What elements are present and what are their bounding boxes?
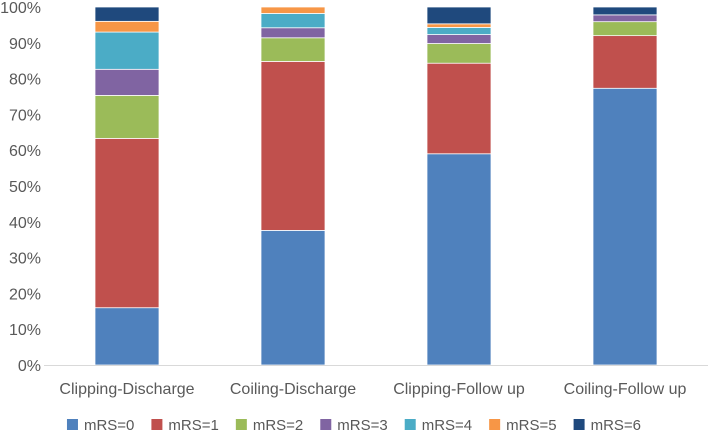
legend-swatch (235, 419, 247, 430)
x-category-label: Clipping-Discharge (59, 381, 194, 398)
bar-segment-mrs-6-clipping-discharge (94, 6, 160, 22)
bar-segment-mrs-5-coiling-discharge (260, 6, 326, 14)
bar-series-group (94, 6, 658, 366)
legend-swatch (573, 419, 585, 430)
legend-item: mRS=4 (404, 417, 472, 434)
x-category-label: Coiling-Discharge (230, 381, 356, 398)
legend-label: mRS=6 (591, 417, 641, 434)
bar-segment-mrs-5-clipping-discharge (94, 20, 160, 33)
legend-swatch (320, 419, 332, 430)
legend-label: mRS=0 (84, 417, 134, 434)
legend-item: mRS=1 (151, 417, 219, 434)
bar-segment-mrs-2-coiling-discharge (260, 37, 326, 62)
y-tick-label: 50% (9, 179, 41, 196)
legend-swatch (404, 419, 416, 430)
bar-segment-mrs-5-clipping-follow-up (426, 23, 492, 28)
legend-item: mRS=0 (66, 417, 134, 434)
legend-swatch (66, 419, 78, 430)
y-tick-label: 80% (9, 72, 41, 89)
legend-swatch (151, 419, 163, 430)
bar-segment-mrs-0-coiling-follow-up (592, 87, 658, 366)
bar-segment-mrs-6-clipping-follow-up (426, 6, 492, 25)
y-tick-label: 10% (9, 322, 41, 339)
bar-segment-mrs-6-coiling-follow-up (592, 6, 658, 16)
bar-segment-mrs-1-clipping-follow-up (426, 62, 492, 155)
bar-segment-mrs-2-clipping-discharge (94, 95, 160, 139)
y-tick-label: 60% (9, 143, 41, 160)
legend-label: mRS=1 (168, 417, 218, 434)
bar-segment-mrs-2-coiling-follow-up (592, 21, 658, 37)
y-axis-tick-labels: 0% 10% 20% 30% 40% 50% 60% 70% 80% 90% 100% (0, 0, 41, 375)
bar-segment-mrs-1-coiling-discharge (260, 61, 326, 231)
bar-segment-mrs-0-clipping-discharge (94, 307, 160, 366)
legend-label: mRS=5 (506, 417, 556, 434)
legend-swatch (489, 419, 501, 430)
x-category-label: Coiling-Follow up (564, 381, 687, 398)
y-tick-label: 100% (0, 0, 41, 17)
legend-item: mRS=5 (489, 417, 557, 434)
legend-item: mRS=6 (573, 417, 641, 434)
legend-label: mRS=3 (337, 417, 387, 434)
y-tick-label: 20% (9, 286, 41, 303)
legend-item: mRS=3 (320, 417, 388, 434)
bar-segment-mrs-4-clipping-discharge (94, 31, 160, 70)
bar-segment-mrs-3-clipping-discharge (94, 68, 160, 96)
x-category-label: Clipping-Follow up (393, 381, 525, 398)
bar-segment-mrs-3-coiling-discharge (260, 27, 326, 39)
y-tick-label: 70% (9, 107, 41, 124)
bar-segment-mrs-0-clipping-follow-up (426, 153, 492, 366)
bar-segment-mrs-1-clipping-discharge (94, 138, 160, 309)
y-tick-label: 40% (9, 215, 41, 232)
legend-item: mRS=2 (235, 417, 303, 434)
y-tick-label: 30% (9, 251, 41, 268)
bar-segment-mrs-4-clipping-follow-up (426, 27, 492, 35)
bar-segment-mrs-1-coiling-follow-up (592, 35, 658, 89)
bar-segment-mrs-4-coiling-discharge (260, 13, 326, 29)
y-tick-label: 90% (9, 36, 41, 53)
bar-segment-mrs-3-coiling-follow-up (592, 14, 658, 23)
bar-segment-mrs-2-clipping-follow-up (426, 43, 492, 64)
legend-label: mRS=2 (253, 417, 303, 434)
legend: mRS=0 mRS=1 mRS=2 mRS=3 mRS=4 mRS=5 mRS=6 (66, 417, 641, 434)
y-tick-label: 0% (18, 358, 41, 375)
x-axis-category-labels: Clipping-Discharge Coiling-Discharge Clipp… (59, 381, 686, 398)
bar-segment-mrs-3-clipping-follow-up (426, 34, 492, 44)
bar-segment-mrs-0-coiling-discharge (260, 230, 326, 366)
legend-label: mRS=4 (422, 417, 472, 434)
